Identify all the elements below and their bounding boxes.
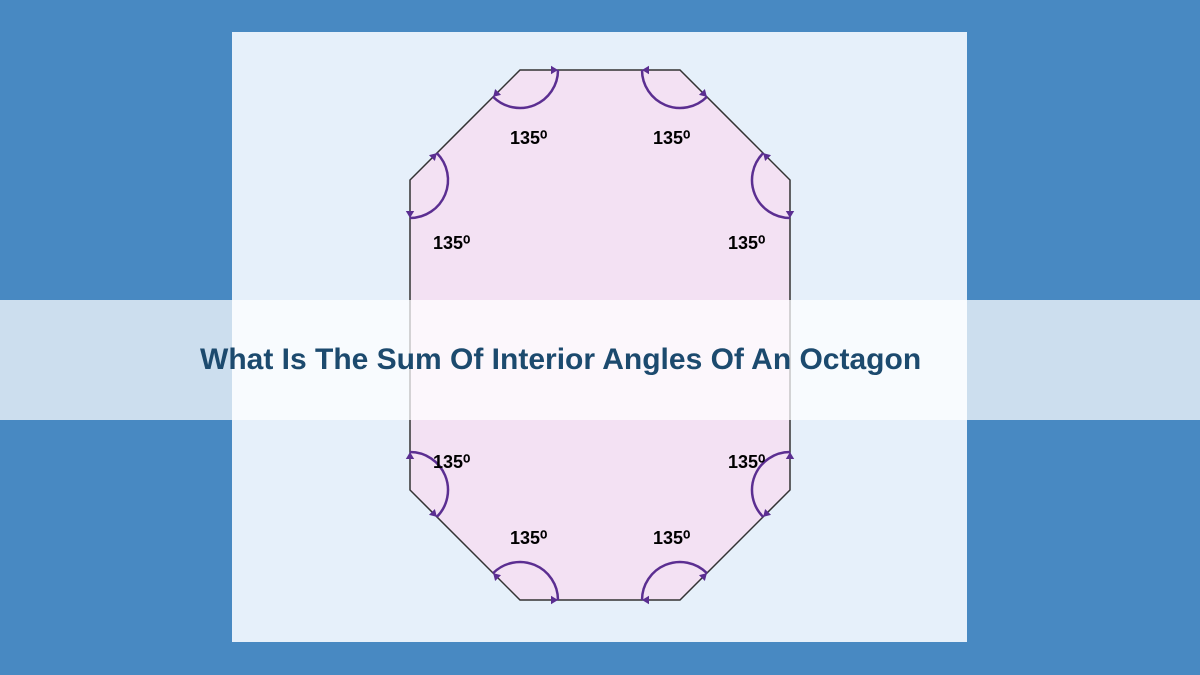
angle-label: 135⁰: [510, 128, 547, 149]
angle-label: 135⁰: [433, 233, 470, 254]
angle-label: 135⁰: [653, 128, 690, 149]
page-title: What Is The Sum Of Interior Angles Of An…: [200, 339, 921, 381]
angle-label: 135⁰: [510, 528, 547, 549]
title-band: What Is The Sum Of Interior Angles Of An…: [0, 300, 1200, 420]
angle-label: 135⁰: [433, 452, 470, 473]
angle-label: 135⁰: [728, 233, 765, 254]
angle-label: 135⁰: [653, 528, 690, 549]
angle-label: 135⁰: [728, 452, 765, 473]
